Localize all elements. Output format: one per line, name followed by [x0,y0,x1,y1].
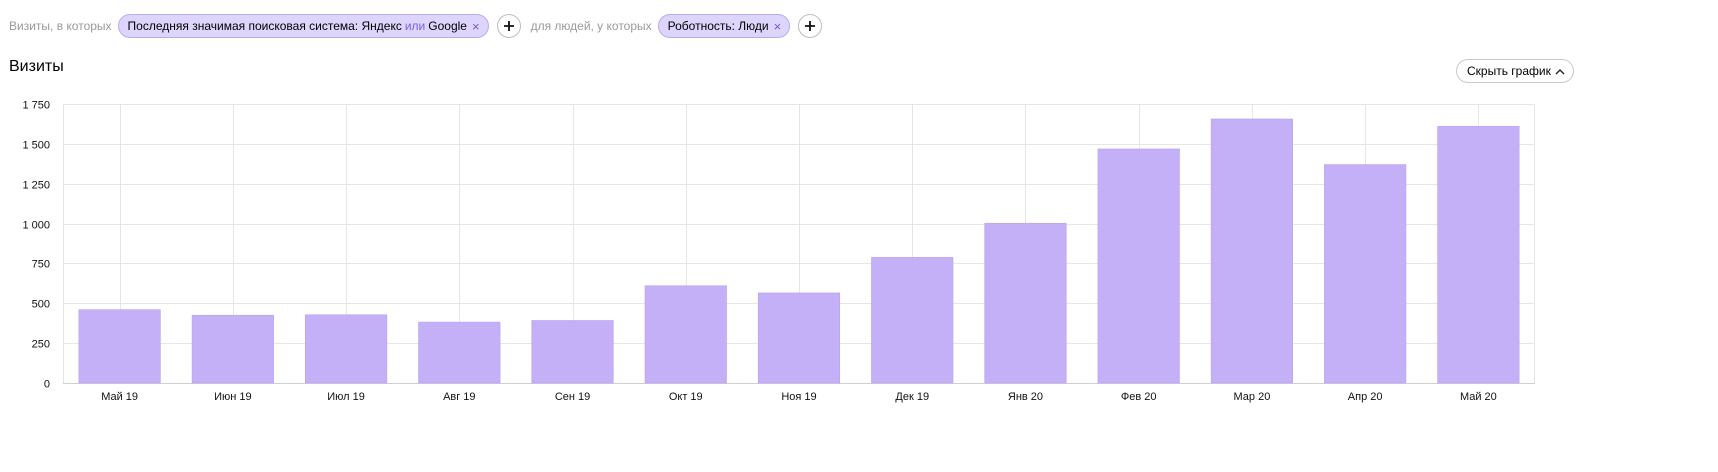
x-tick-label: Дек 19 [895,391,929,403]
y-axis: 0 250 500 750 1 000 1 250 1 500 1 750 [22,100,50,391]
bar[interactable] [1437,126,1520,384]
x-tick-label: Апр 20 [1348,391,1383,403]
bar[interactable] [1210,118,1293,384]
filter-chip-robotness[interactable]: Роботность: Люди × [657,14,791,38]
add-segment-button[interactable] [798,14,823,38]
chart-bars [78,118,1520,384]
bar[interactable] [871,257,954,384]
x-tick-label: Июн 19 [214,391,252,403]
filter-label-visits: Визиты, в которых [9,19,112,33]
bar[interactable] [757,292,841,384]
x-tick-label: Сен 19 [555,391,590,403]
y-tick-label: 250 [32,339,50,351]
bar[interactable] [531,320,614,384]
y-tick-label: 500 [32,299,50,311]
close-icon[interactable]: × [773,18,782,34]
plus-icon [503,21,514,31]
y-tick-label: 1 250 [22,180,50,192]
chip-text: Роботность: Люди [667,19,769,33]
hide-chart-label: Скрыть график [1467,64,1551,78]
x-tick-label: Окт 19 [669,391,703,403]
chart-title: Визиты [9,58,64,75]
x-tick-label: Май 20 [1460,391,1497,403]
x-tick-label: Ноя 19 [781,391,816,403]
bar[interactable] [191,314,274,384]
x-tick-label: Фев 20 [1121,391,1157,403]
bar[interactable] [984,222,1067,384]
bar[interactable] [1324,164,1407,384]
bar[interactable] [78,309,161,384]
bar[interactable] [418,321,501,384]
plus-icon [805,21,816,31]
x-tick-label: Авг 19 [443,391,475,403]
y-tick-label: 0 [44,379,50,391]
x-tick-label: Янв 20 [1008,391,1043,403]
y-tick-label: 1 500 [22,140,50,152]
y-tick-label: 750 [32,259,50,271]
filter-row: Визиты, в которых Последняя значимая пои… [9,12,832,40]
filter-chip-search-engine[interactable]: Последняя значимая поисковая система: Ян… [117,14,489,38]
x-tick-label: Июл 19 [327,391,365,403]
bar[interactable] [644,285,727,384]
hide-chart-button[interactable]: Скрыть график [1456,59,1574,83]
x-tick-label: Мар 20 [1234,391,1271,403]
x-axis: Май 19 Июн 19 Июл 19 Авг 19 Сен 19 Окт 19 Ноя … [101,391,1497,403]
y-tick-label: 1 750 [22,100,50,112]
add-filter-button[interactable] [496,14,521,38]
chevron-up-icon [1555,68,1565,75]
bar[interactable] [1097,148,1180,384]
chip-text: Последняя значимая поисковая система: Ян… [127,19,402,33]
chip-or: или [404,19,426,33]
chip-text-2: Google [428,19,467,33]
filter-label-people: для людей, у которых [530,19,652,33]
x-tick-label: Май 19 [101,391,138,403]
close-icon[interactable]: × [471,18,480,34]
bar[interactable] [305,314,388,384]
y-tick-label: 1 000 [22,220,50,232]
